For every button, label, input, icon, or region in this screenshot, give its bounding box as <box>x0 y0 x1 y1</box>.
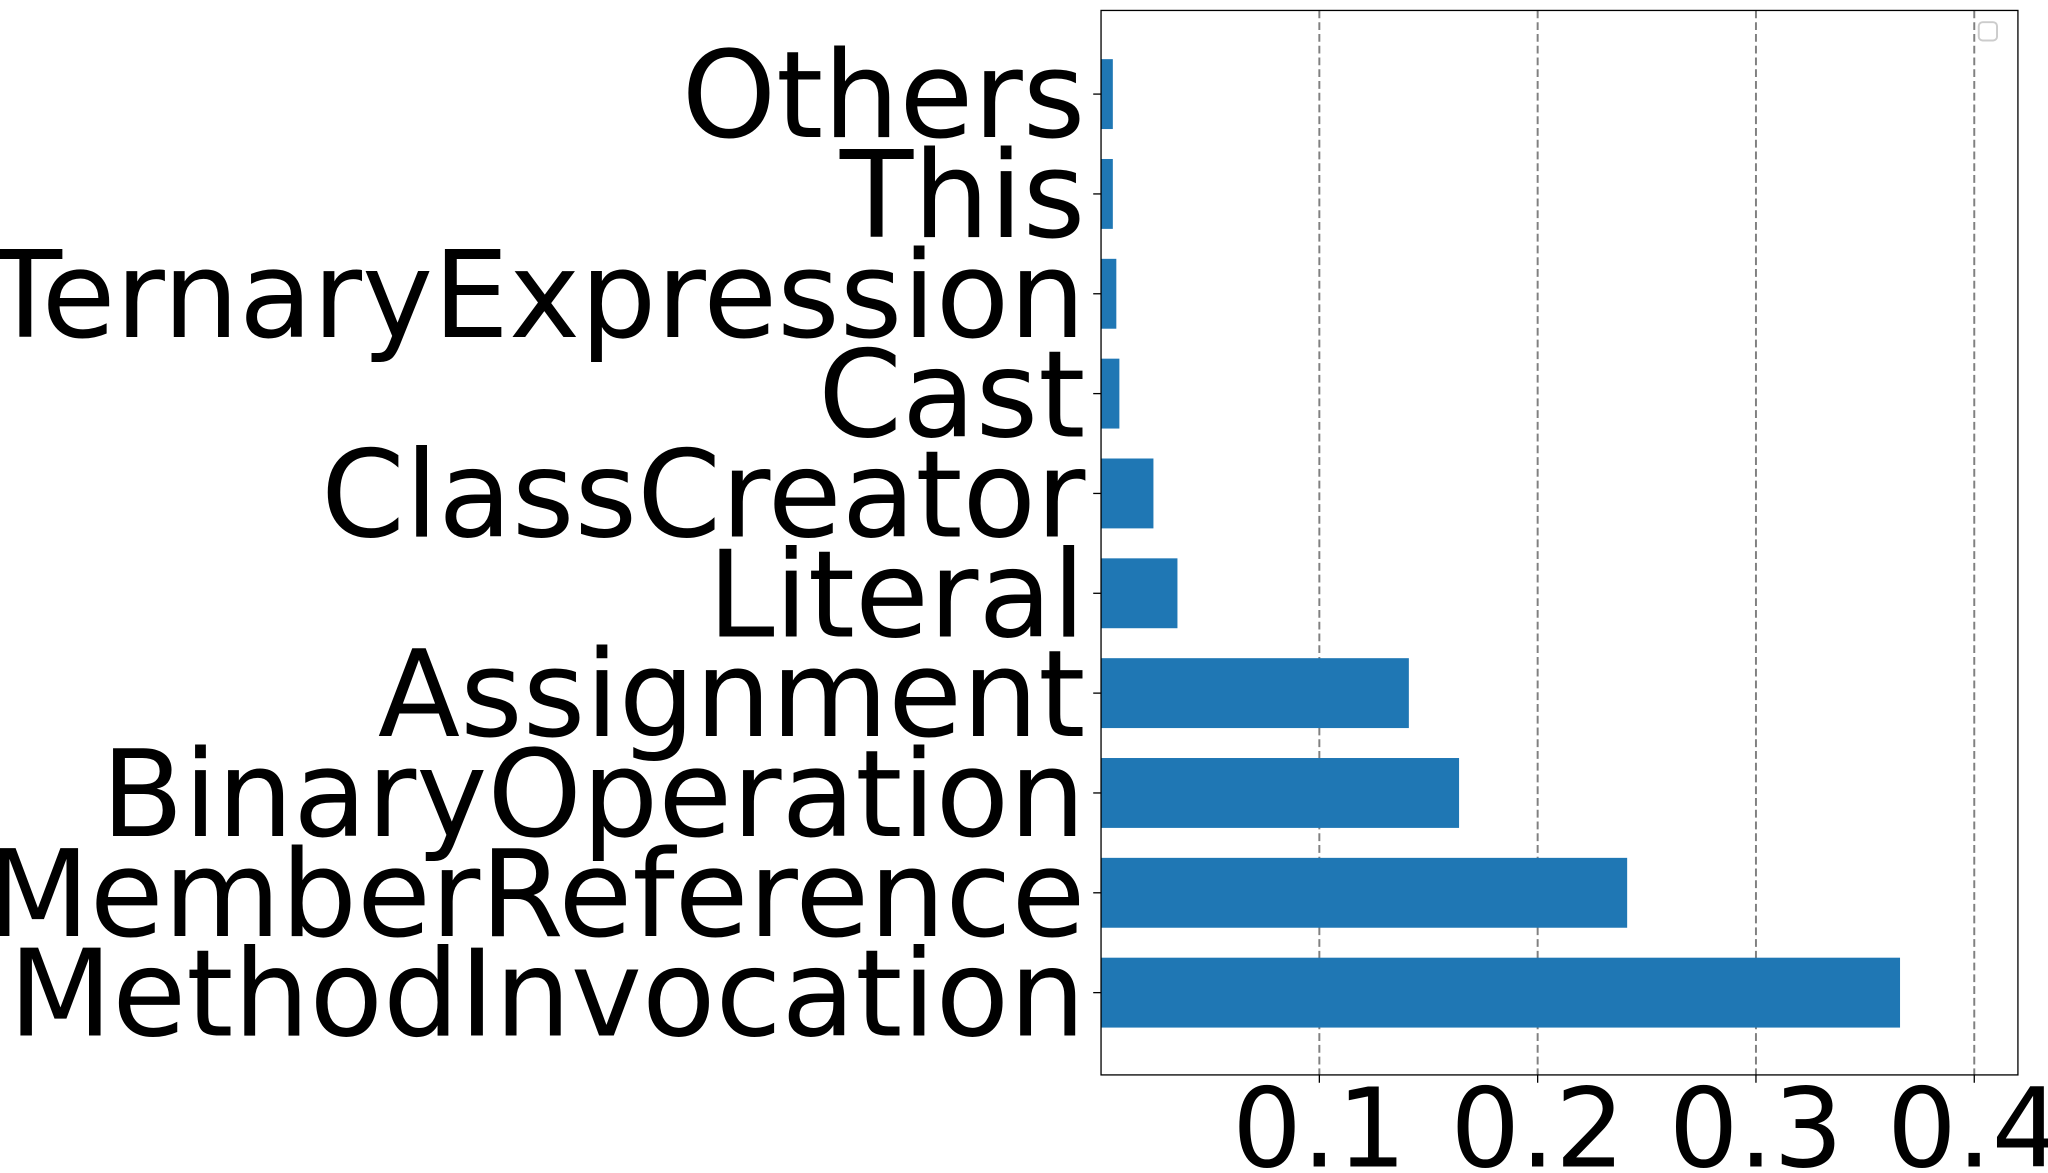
y-tick-label: ClassCreator <box>321 426 1086 566</box>
axes-frame <box>1100 9 2019 1076</box>
y-tick-label: This <box>839 126 1086 266</box>
legend-box <box>1977 21 1999 42</box>
y-tick-label: Assignment <box>378 625 1085 765</box>
plot-area: 0.1 0.2 0.3 0.4 MethodInvocationMemberRefere… <box>0 9 2048 1173</box>
x-tick-label: 0.4 <box>1887 1064 2048 1173</box>
bar <box>1101 258 1117 329</box>
bar <box>1101 857 1628 928</box>
bar <box>1101 758 1460 828</box>
x-tick-label: 0.1 <box>1232 1064 1406 1173</box>
bar <box>1101 957 1901 1028</box>
y-tick-label: Others <box>682 26 1086 166</box>
bar <box>1101 458 1154 529</box>
y-tick-label: MethodInvocation <box>9 925 1086 1065</box>
y-tick-label: Cast <box>818 326 1085 466</box>
bar <box>1101 558 1178 629</box>
x-tick-label: 0.3 <box>1669 1064 1843 1173</box>
x-tick-label: 0.2 <box>1450 1064 1624 1173</box>
y-tick-label: Literal <box>708 525 1086 665</box>
bar <box>1101 59 1113 130</box>
bar <box>1101 158 1113 229</box>
bar <box>1101 358 1120 429</box>
y-tick-label: BinaryOperation <box>101 725 1085 865</box>
y-tick-label: MemberReference <box>0 825 1085 965</box>
bar <box>1101 658 1409 729</box>
y-tick-label: TernaryExpression <box>0 226 1085 366</box>
